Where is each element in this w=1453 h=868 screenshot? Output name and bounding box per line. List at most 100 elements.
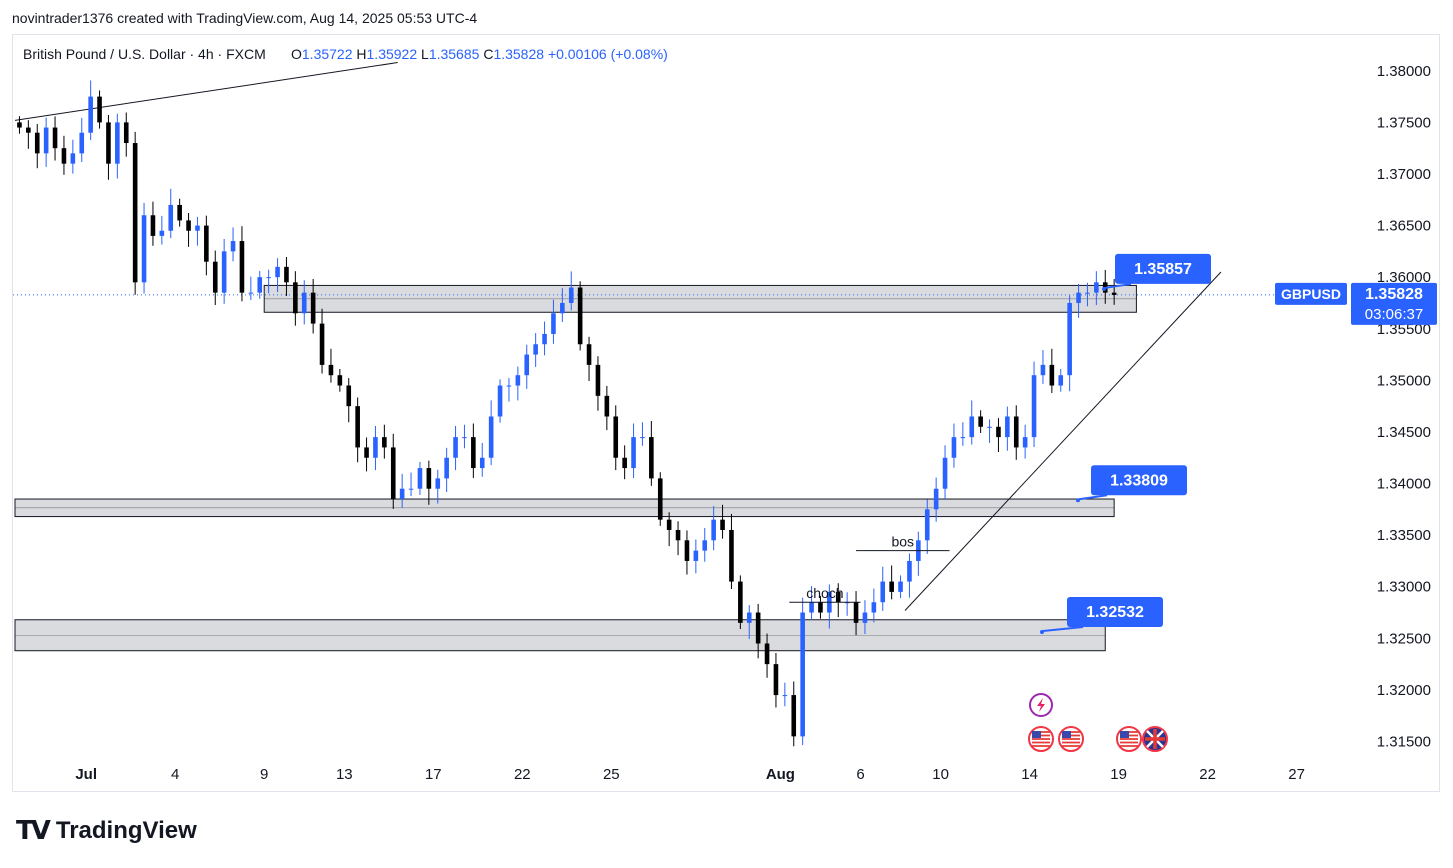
us-flag-icon[interactable] xyxy=(1028,726,1054,752)
candle[interactable] xyxy=(159,215,165,245)
candle[interactable] xyxy=(70,139,76,174)
candle[interactable] xyxy=(1076,283,1081,318)
candle[interactable] xyxy=(987,419,992,443)
candle[interactable] xyxy=(497,379,503,423)
current-price-badge[interactable]: GBPUSD 1.35828 03:06:37 xyxy=(1275,282,1437,325)
us-flag-icon[interactable] xyxy=(1058,726,1084,752)
candle[interactable] xyxy=(115,113,120,179)
candle[interactable] xyxy=(88,80,93,141)
candle[interactable] xyxy=(871,588,877,623)
candle[interactable] xyxy=(835,583,841,618)
uk-flag-icon[interactable] xyxy=(1142,726,1168,752)
candle[interactable] xyxy=(26,120,31,149)
candle[interactable] xyxy=(204,215,209,276)
candle[interactable] xyxy=(862,600,868,634)
candle[interactable] xyxy=(453,425,458,471)
candle[interactable] xyxy=(791,681,797,747)
candle[interactable] xyxy=(960,422,966,446)
candle[interactable] xyxy=(898,575,903,599)
trendline-top-line[interactable] xyxy=(14,62,398,121)
candle[interactable] xyxy=(773,652,779,708)
candle[interactable] xyxy=(729,513,734,590)
candle[interactable] xyxy=(818,596,823,619)
candle[interactable] xyxy=(230,227,236,262)
candle[interactable] xyxy=(631,423,636,478)
candle[interactable] xyxy=(684,530,690,575)
candle[interactable] xyxy=(1040,350,1046,384)
candle[interactable] xyxy=(284,256,289,296)
candle[interactable] xyxy=(506,378,512,402)
candle[interactable] xyxy=(666,512,672,547)
candle[interactable] xyxy=(542,321,547,356)
candle[interactable] xyxy=(1085,282,1090,307)
candle[interactable] xyxy=(996,418,1001,452)
candle[interactable] xyxy=(551,299,556,344)
candle[interactable] xyxy=(907,553,912,598)
candle[interactable] xyxy=(1049,348,1055,393)
candle[interactable] xyxy=(622,445,627,480)
candle[interactable] xyxy=(942,445,948,500)
candle[interactable] xyxy=(649,421,654,486)
candle[interactable] xyxy=(844,592,850,616)
candle[interactable] xyxy=(399,473,405,508)
candle[interactable] xyxy=(568,271,574,311)
candle[interactable] xyxy=(1031,361,1037,448)
candle[interactable] xyxy=(1111,279,1117,305)
candle[interactable] xyxy=(150,201,156,246)
candle[interactable] xyxy=(800,597,805,746)
candle[interactable] xyxy=(212,250,218,306)
candle[interactable] xyxy=(132,131,138,295)
candle[interactable] xyxy=(43,117,49,167)
candle[interactable] xyxy=(373,425,378,471)
candle[interactable] xyxy=(79,117,85,163)
candle[interactable] xyxy=(533,333,538,367)
candle[interactable] xyxy=(640,422,645,446)
candle[interactable] xyxy=(595,356,601,411)
candle[interactable] xyxy=(675,521,681,556)
candle[interactable] xyxy=(186,212,191,247)
us-flag-icon[interactable] xyxy=(1116,726,1142,752)
candle[interactable] xyxy=(524,344,530,389)
candle[interactable] xyxy=(417,461,423,495)
candle[interactable] xyxy=(266,269,271,294)
candle[interactable] xyxy=(195,216,200,246)
candle[interactable] xyxy=(462,424,467,449)
candle[interactable] xyxy=(711,506,716,551)
candle[interactable] xyxy=(239,226,245,302)
candle[interactable] xyxy=(1067,295,1072,392)
candle[interactable] xyxy=(782,682,788,707)
price-callout-1[interactable]: 1.35857 xyxy=(1102,253,1211,291)
candle[interactable] xyxy=(346,378,352,423)
candle[interactable] xyxy=(106,114,111,180)
candle[interactable] xyxy=(141,202,147,294)
candle[interactable] xyxy=(301,280,307,325)
candle[interactable] xyxy=(720,504,725,539)
candle[interactable] xyxy=(746,605,752,639)
candle[interactable] xyxy=(1022,424,1028,459)
candle[interactable] xyxy=(408,472,414,497)
candle[interactable] xyxy=(248,276,254,301)
candle[interactable] xyxy=(257,270,263,299)
candle[interactable] xyxy=(97,90,102,129)
candle[interactable] xyxy=(1005,406,1010,451)
candle[interactable] xyxy=(328,348,334,383)
candle[interactable] xyxy=(177,198,182,227)
candle[interactable] xyxy=(61,135,67,175)
candle[interactable] xyxy=(337,369,343,392)
candle[interactable] xyxy=(310,279,316,334)
candle[interactable] xyxy=(355,397,360,463)
candle[interactable] xyxy=(390,433,396,509)
price-callout-2[interactable]: 1.33809 xyxy=(1076,465,1187,503)
candle[interactable] xyxy=(702,527,708,562)
candle[interactable] xyxy=(880,566,886,611)
candle[interactable] xyxy=(916,531,921,576)
candle[interactable] xyxy=(764,633,770,678)
candle[interactable] xyxy=(471,423,476,478)
candle[interactable] xyxy=(738,575,743,630)
trendline-uptrend[interactable] xyxy=(904,271,1222,611)
candle[interactable] xyxy=(1013,405,1019,460)
candle[interactable] xyxy=(1094,271,1099,306)
candle[interactable] xyxy=(755,603,761,659)
candle[interactable] xyxy=(52,116,58,161)
